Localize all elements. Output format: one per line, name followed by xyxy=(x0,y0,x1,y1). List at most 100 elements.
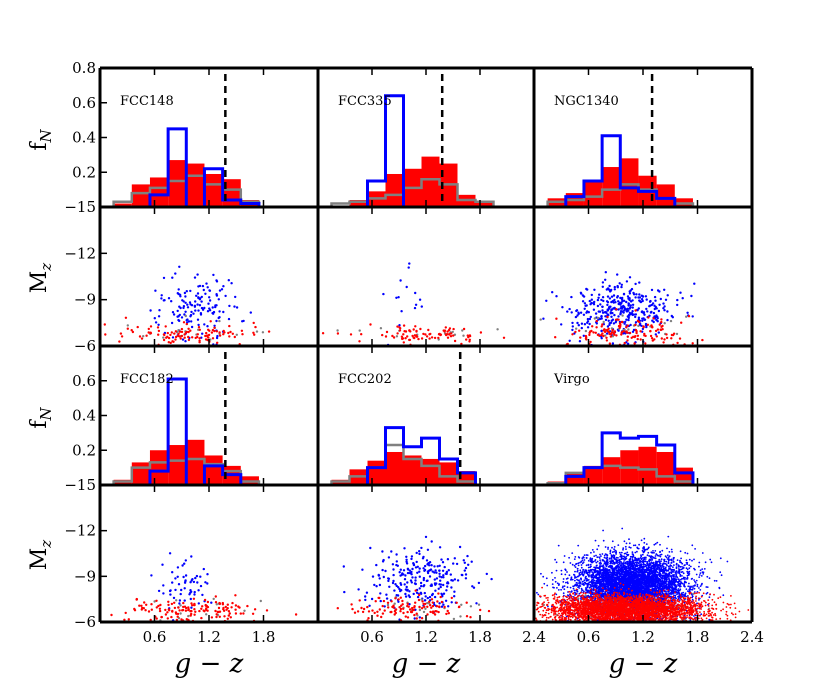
red-point xyxy=(449,335,453,338)
blue-point xyxy=(682,576,685,579)
red-point xyxy=(155,617,158,620)
red-point xyxy=(386,601,390,604)
red-point xyxy=(443,605,446,609)
blue-point xyxy=(424,595,427,598)
red-point xyxy=(147,327,150,331)
red-point xyxy=(160,615,163,619)
blue-point xyxy=(702,573,705,575)
blue-point xyxy=(642,311,646,314)
red-point xyxy=(680,321,683,324)
blue-point xyxy=(180,588,183,592)
red-point xyxy=(639,330,642,333)
blue-point xyxy=(157,315,161,318)
blue-point xyxy=(611,551,614,553)
red-point xyxy=(402,607,405,610)
blue-point xyxy=(357,588,360,591)
red-point xyxy=(251,612,255,615)
panel-fcc335: FCC335 xyxy=(330,74,495,209)
red-point xyxy=(450,332,453,335)
gray-point xyxy=(358,329,361,332)
blue-point xyxy=(464,573,468,576)
blue-point xyxy=(193,304,197,307)
blue-point xyxy=(625,300,628,304)
blue-point xyxy=(213,324,216,327)
red-point xyxy=(566,342,569,346)
red-point xyxy=(424,333,427,336)
blue-point xyxy=(634,321,638,324)
blue-point xyxy=(612,294,616,297)
blue-point xyxy=(600,573,602,575)
red-point xyxy=(157,604,160,608)
blue-point xyxy=(593,551,595,553)
red-point xyxy=(468,340,471,343)
red-point xyxy=(399,607,403,611)
blue-point xyxy=(381,568,384,572)
red-point xyxy=(240,329,244,332)
blue-point xyxy=(453,595,456,598)
panel-virgo-mag xyxy=(535,527,750,623)
blue-point xyxy=(664,555,667,558)
blue-point xyxy=(596,548,599,551)
red-point xyxy=(418,605,421,609)
red-point xyxy=(145,603,148,606)
blue-point xyxy=(414,291,417,295)
red-point xyxy=(414,601,417,604)
blue-point xyxy=(183,581,187,584)
red-point xyxy=(187,327,190,330)
blue-point xyxy=(203,323,206,326)
blue-point xyxy=(610,300,613,304)
blue-point xyxy=(596,564,598,567)
blue-point xyxy=(637,316,641,319)
blue-point xyxy=(667,559,670,562)
blue-point xyxy=(206,310,210,313)
red-point xyxy=(402,333,405,336)
red-point xyxy=(399,610,402,613)
blue-point xyxy=(192,312,195,315)
blue-point xyxy=(475,602,478,605)
blue-point xyxy=(589,315,592,319)
blue-point xyxy=(189,289,192,293)
blue-point xyxy=(182,306,185,310)
blue-point xyxy=(196,581,199,584)
blue-point xyxy=(566,310,569,313)
blue-point xyxy=(440,605,444,608)
red-point xyxy=(655,335,658,338)
blue-point xyxy=(551,571,553,574)
blue-point xyxy=(638,296,642,299)
red-point xyxy=(430,598,434,601)
red-point xyxy=(396,325,399,328)
blue-point xyxy=(590,293,593,297)
red-point xyxy=(389,610,392,614)
red-point xyxy=(571,333,574,336)
blue-point xyxy=(397,296,400,299)
blue-point xyxy=(442,592,446,595)
red-point xyxy=(360,333,363,336)
gray-point xyxy=(611,335,615,338)
blue-point xyxy=(679,550,682,553)
blue-point xyxy=(577,562,580,565)
gray-point xyxy=(243,609,246,612)
blue-point xyxy=(715,580,718,582)
blue-point xyxy=(424,535,428,539)
blue-point xyxy=(188,593,191,596)
blue-point xyxy=(398,571,401,574)
red-point xyxy=(401,599,404,603)
blue-point xyxy=(620,551,623,554)
panel-ngc1340: NGC1340 xyxy=(546,74,695,209)
red-point xyxy=(409,330,412,333)
red-point xyxy=(647,316,650,319)
blue-point xyxy=(688,582,690,585)
red-point xyxy=(448,327,452,330)
blue-point xyxy=(202,288,205,292)
gray-point xyxy=(162,336,165,339)
red-point xyxy=(150,608,153,611)
blue-point xyxy=(178,305,181,308)
blue-point xyxy=(698,561,701,564)
blue-point xyxy=(212,312,215,315)
blue-point xyxy=(413,617,416,620)
red-point xyxy=(176,612,180,616)
blue-point xyxy=(673,594,675,597)
blue-point xyxy=(157,323,160,326)
red-point xyxy=(253,333,256,336)
red-point xyxy=(426,605,429,608)
